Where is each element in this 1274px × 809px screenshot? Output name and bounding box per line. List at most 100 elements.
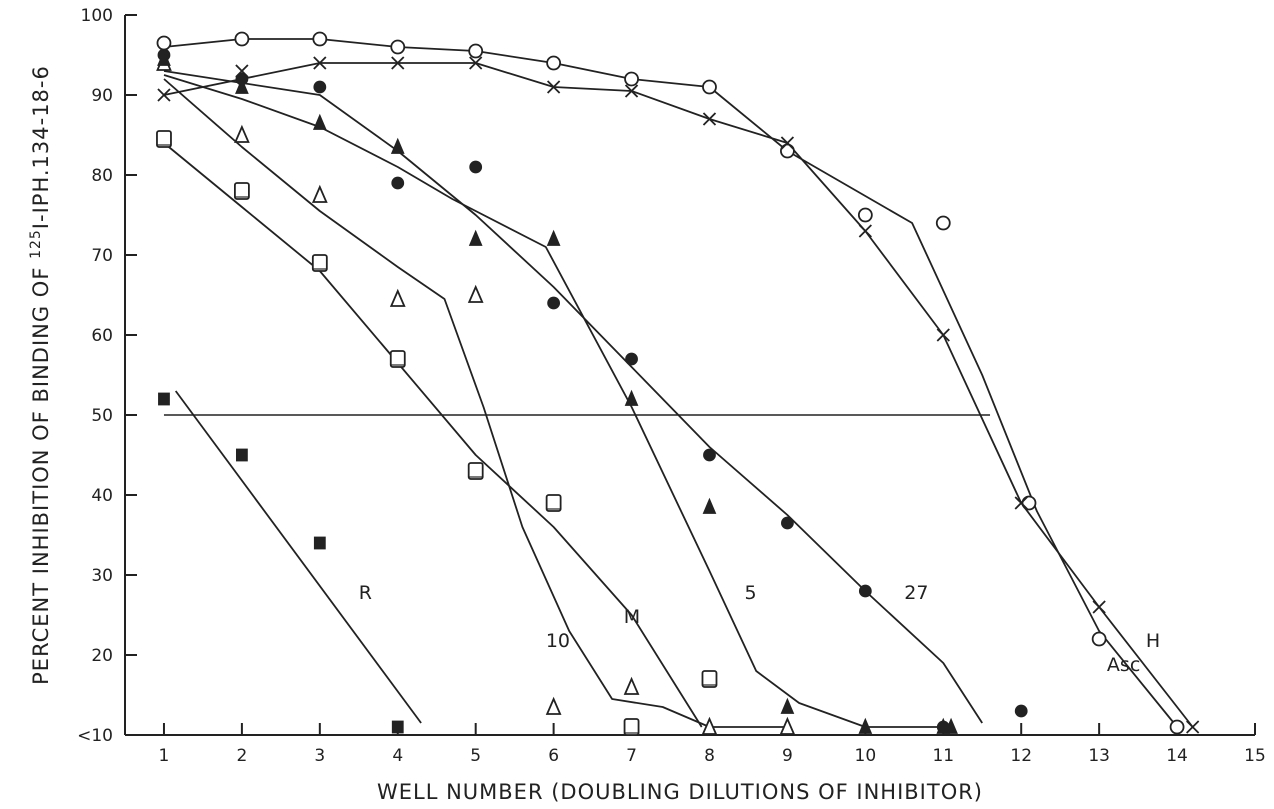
- data-point-h: [1092, 600, 1106, 614]
- data-point-r: [313, 536, 326, 550]
- y-tick-label: <10: [77, 726, 113, 746]
- fit-line-27: [163, 70, 983, 724]
- fit-line-5: [163, 74, 944, 728]
- x-tick-label: 10: [855, 746, 877, 766]
- data-point-10: [389, 288, 406, 307]
- data-point-m: [389, 350, 406, 368]
- series-label-r: R: [359, 582, 372, 604]
- data-point-asc: [935, 215, 951, 231]
- data-point-27: [625, 352, 638, 366]
- x-tick-label: 3: [314, 746, 325, 766]
- series-label-27: 27: [904, 582, 928, 604]
- data-point-5: [468, 229, 483, 246]
- x-tick-label: 1: [159, 746, 170, 766]
- x-tick-label: 8: [704, 746, 715, 766]
- data-point-5: [624, 389, 639, 406]
- fit-line-asc: [163, 38, 1178, 728]
- ticks: 1 2 3 4 5 6 7 8 9 10 11 12 13 14 15<102030405060708090…: [77, 6, 1266, 766]
- data-point-5: [546, 229, 561, 246]
- data-point-m: [623, 718, 640, 736]
- series-labels: R 10 M 5 27 Asc H: [359, 582, 1160, 676]
- y-tick-label: 100: [81, 6, 113, 26]
- data-point-asc: [1091, 631, 1107, 647]
- data-point-h: [1014, 496, 1028, 510]
- data-point-10: [701, 716, 718, 735]
- x-tick-label: 14: [1166, 746, 1188, 766]
- data-point-h: [936, 328, 950, 342]
- series-label-m: M: [624, 606, 640, 628]
- data-point-asc: [546, 55, 562, 71]
- y-tick-label: 80: [91, 166, 113, 186]
- series-label-10: 10: [546, 630, 570, 652]
- y-tick-label: 30: [91, 566, 113, 586]
- fit-line-10: [163, 78, 788, 728]
- data-point-asc: [156, 35, 172, 51]
- data-point-10: [623, 676, 640, 695]
- data-point-asc: [234, 31, 250, 47]
- data-point-h: [546, 80, 561, 94]
- data-point-5: [312, 113, 327, 130]
- series-label-h: H: [1146, 630, 1160, 652]
- data-point-27: [547, 296, 561, 310]
- data-point-10: [779, 716, 796, 735]
- fit-line-m: [163, 142, 703, 728]
- data-point-asc: [468, 43, 484, 59]
- data-point-m: [467, 462, 484, 480]
- data-point-h: [469, 56, 483, 70]
- data-point-h: [313, 56, 327, 70]
- data-point-h: [780, 136, 795, 150]
- x-tick-label: 6: [548, 746, 559, 766]
- data-markers: [156, 31, 1200, 736]
- data-point-asc: [1169, 719, 1185, 735]
- data-point-m: [233, 182, 250, 200]
- y-tick-label: 50: [91, 406, 113, 426]
- y-axis-title-superscript: 125: [28, 229, 44, 259]
- data-point-10: [311, 184, 328, 203]
- x-tick-label: 2: [236, 746, 247, 766]
- data-point-27: [781, 516, 794, 530]
- data-point-27: [936, 720, 950, 734]
- data-point-h: [391, 56, 405, 70]
- data-point-asc: [1021, 495, 1037, 511]
- fit-lines: [163, 38, 1194, 728]
- data-point-27: [157, 48, 171, 62]
- data-point-h: [702, 112, 717, 126]
- x-axis-title: WELL NUMBER (DOUBLING DILUTIONS OF INHIB…: [377, 780, 983, 804]
- data-point-asc: [624, 71, 639, 87]
- data-point-asc: [857, 207, 873, 223]
- data-point-asc: [390, 39, 406, 55]
- data-point-10: [467, 284, 484, 303]
- x-tick-label: 5: [470, 746, 481, 766]
- data-point-asc: [702, 79, 717, 95]
- data-point-h: [157, 88, 171, 102]
- x-tick-label: 11: [932, 746, 954, 766]
- fit-line-h: [163, 62, 1194, 728]
- x-tick-label: 4: [392, 746, 403, 766]
- data-point-r: [235, 448, 248, 462]
- data-point-asc: [780, 143, 795, 159]
- fit-line-r: [174, 390, 422, 724]
- data-point-h: [858, 224, 872, 238]
- x-tick-label: 7: [626, 746, 637, 766]
- x-tick-label: 9: [782, 746, 793, 766]
- y-axis-title: PERCENT INHIBITION OF BINDING OF 125I-IP…: [28, 65, 53, 685]
- x-tick-label: 15: [1244, 746, 1266, 766]
- data-point-h: [1186, 720, 1200, 734]
- data-point-r: [391, 720, 404, 734]
- data-point-r: [158, 392, 170, 406]
- data-point-5: [858, 717, 873, 734]
- y-tick-label: 40: [91, 486, 113, 506]
- data-point-5: [235, 77, 249, 94]
- series-label-5: 5: [745, 582, 757, 604]
- y-tick-label: 60: [91, 326, 113, 346]
- data-point-h: [624, 84, 639, 98]
- y-axis-title-prefix: PERCENT INHIBITION OF BINDING OF: [29, 259, 53, 685]
- data-point-m: [545, 494, 562, 512]
- data-point-27: [235, 72, 249, 86]
- data-point-m: [701, 670, 718, 688]
- axes: [124, 15, 1255, 736]
- y-tick-label: 90: [91, 86, 113, 106]
- series-label-asc: Asc: [1107, 654, 1140, 676]
- data-point-m: [311, 254, 328, 272]
- y-tick-label: 20: [91, 646, 113, 666]
